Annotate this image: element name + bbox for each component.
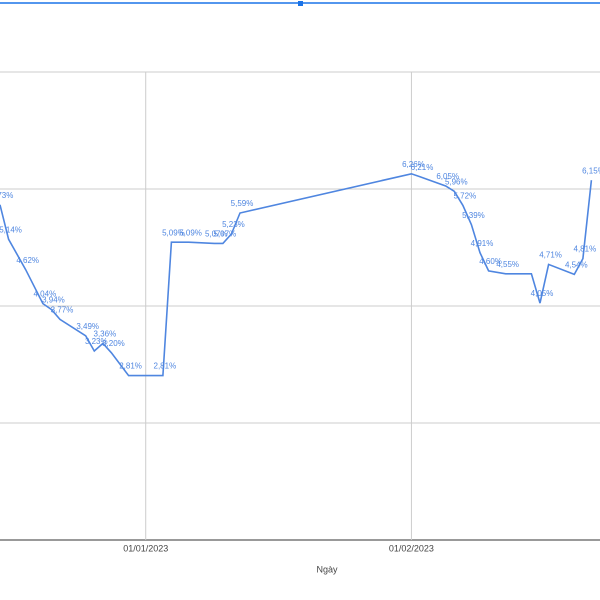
data-label: 3,77% — [51, 306, 74, 315]
data-label: 2,81% — [119, 362, 142, 371]
data-label: 4,60% — [479, 257, 502, 266]
data-label: 5,07% — [205, 229, 228, 238]
data-label: 4,71% — [539, 251, 562, 260]
data-label: 6,21% — [411, 163, 434, 172]
data-label: 5,72% — [454, 191, 477, 200]
data-label: 3,49% — [76, 322, 99, 331]
data-label: 5,23% — [222, 220, 245, 229]
data-label: 3,94% — [42, 296, 65, 305]
x-axis-title: Ngày — [316, 564, 338, 574]
data-line — [0, 172, 593, 377]
data-label: 4,55% — [496, 260, 519, 269]
data-label: 6,05% — [436, 172, 459, 181]
data-label: 4,04% — [34, 290, 57, 299]
data-label: 4,81% — [574, 245, 597, 254]
data-label: 3,36% — [94, 330, 117, 339]
data-label: 4,91% — [471, 239, 494, 248]
data-label: 5,73% — [0, 191, 13, 200]
data-label: 5,39% — [462, 211, 485, 220]
data-label: 6,15% — [582, 166, 600, 175]
data-label: 4,05% — [531, 289, 554, 298]
data-label: 5,96% — [445, 177, 468, 186]
x-tick-label: 01/01/2023 — [123, 543, 168, 553]
data-label: 2,81% — [154, 362, 177, 371]
resize-handle[interactable] — [298, 1, 303, 6]
data-label: 5,14% — [0, 225, 22, 234]
data-label: 3,20% — [102, 339, 125, 348]
data-label: 5,09% — [179, 228, 202, 237]
data-label: 6,26% — [402, 160, 425, 169]
data-label: 5,59% — [231, 199, 254, 208]
data-label: 4,62% — [16, 256, 39, 265]
data-label: 5,09% — [162, 228, 185, 237]
data-label: 5,07% — [214, 229, 237, 238]
data-label: 4,54% — [565, 260, 588, 269]
data-label: 3,23% — [85, 337, 108, 346]
x-tick-label: 01/02/2023 — [389, 543, 434, 553]
